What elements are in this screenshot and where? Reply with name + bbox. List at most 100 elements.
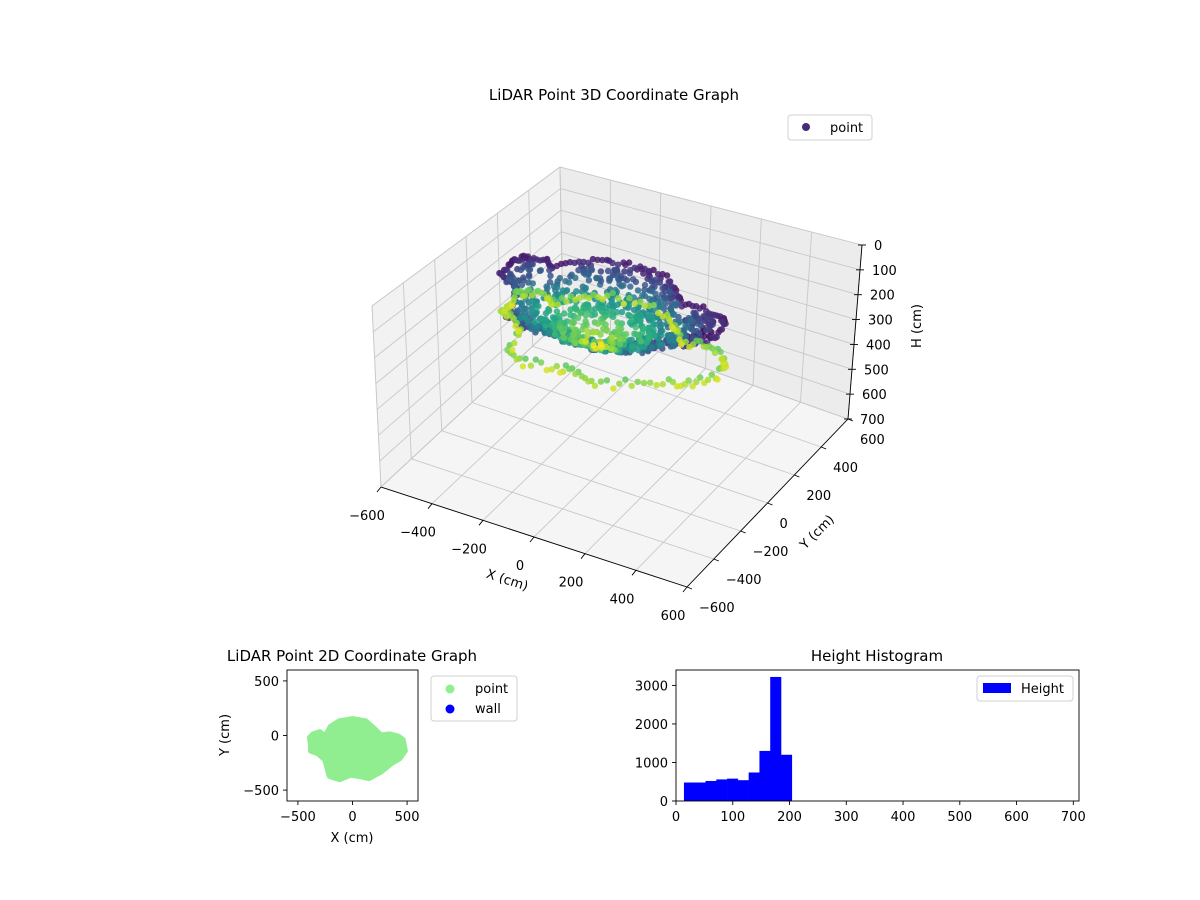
histogram-bar <box>737 780 749 801</box>
cloud-point <box>569 318 576 325</box>
cloud-point <box>585 259 592 266</box>
cloud-point <box>676 336 683 343</box>
cloud-point <box>573 288 580 295</box>
cloud-point <box>588 266 596 274</box>
gridline <box>561 231 857 321</box>
gridline <box>496 213 503 375</box>
cloud-point <box>641 302 649 310</box>
gridline <box>465 236 473 403</box>
cloud-point <box>594 256 601 263</box>
cloud-point <box>625 259 633 266</box>
cloud-point <box>604 292 611 299</box>
x-tick-label-3d: 200 <box>559 576 584 591</box>
ticks-2d: −500 0 500 −500 0 500 <box>243 675 419 825</box>
cloud-point <box>645 325 653 332</box>
y-axis-label-3d: Y (cm) <box>797 512 838 553</box>
legend-label-wall-2d: wall <box>475 702 501 717</box>
y-tick-label-3d: 400 <box>833 461 858 476</box>
cloud-point <box>632 313 639 320</box>
cloud-point <box>631 300 639 307</box>
cloud-point <box>564 318 571 325</box>
point-region <box>306 716 408 783</box>
cloud-point <box>575 258 583 265</box>
cloud-point <box>659 313 666 320</box>
cloud-point <box>597 378 605 385</box>
cloud-point <box>646 313 653 320</box>
chart-title-3d: LiDAR Point 3D Coordinate Graph <box>489 86 739 104</box>
cloud-point <box>700 303 707 310</box>
cloud-point <box>590 329 597 336</box>
gridline <box>376 252 563 410</box>
legend-marker-wall-2d <box>445 704 455 714</box>
cloud-point <box>512 323 519 330</box>
cloud-point <box>645 335 652 342</box>
cloud-point <box>614 319 621 326</box>
cloud-point <box>574 331 582 338</box>
cloud-point <box>507 270 514 278</box>
legend-3d: point <box>787 114 873 141</box>
cloud-point <box>658 321 665 328</box>
x-tick-3d <box>376 486 382 493</box>
cloud-point <box>565 279 573 286</box>
cloud-point <box>532 356 539 363</box>
cloud-point <box>515 277 522 284</box>
y-tick-3d <box>686 586 693 590</box>
cloud-point <box>520 264 527 271</box>
cloud-point <box>693 378 700 386</box>
cloud-point <box>546 278 554 286</box>
cloud-point <box>634 378 641 385</box>
cloud-point <box>628 382 635 390</box>
z-tick-label-3d: 700 <box>860 413 885 428</box>
y-tick-label-3d: −600 <box>699 601 735 616</box>
histogram-bar <box>748 772 760 801</box>
cloud-point <box>582 312 590 319</box>
cloud-point <box>609 334 616 341</box>
cloud-point <box>659 381 666 388</box>
gridline <box>559 166 863 246</box>
cloud-point <box>582 285 589 293</box>
cloud-point <box>519 363 527 370</box>
cloud-point <box>583 265 590 272</box>
x-tick-3d <box>631 570 637 576</box>
cloud-point <box>571 327 578 334</box>
cloud-point <box>606 275 614 283</box>
cloud-point <box>634 287 642 294</box>
legend-marker-point <box>802 123 810 131</box>
cloud-point <box>567 293 574 300</box>
cloud-point <box>554 301 561 308</box>
cloud-point <box>622 376 629 383</box>
histogram-chart: Height Histogram 0 100 200 300 400 500 600 7000… <box>635 647 1086 825</box>
cloud-point <box>696 338 704 345</box>
z-axis-line <box>847 244 863 420</box>
cloud-point <box>620 282 627 289</box>
cloud-point <box>628 336 635 343</box>
z-tick-label-3d: 200 <box>870 289 895 304</box>
cloud-point <box>525 271 533 279</box>
z-tick-label-3d: 400 <box>866 338 891 353</box>
cloud-point <box>616 380 623 387</box>
cloud-point <box>637 263 644 270</box>
x-tick-label-hist: 400 <box>891 810 916 825</box>
histogram-bar <box>694 782 706 801</box>
y-tick-3d <box>740 530 746 534</box>
scatter2d-chart: LiDAR Point 2D Coordinate Graph −500 0 500… <box>218 647 518 846</box>
cloud-point <box>572 370 579 378</box>
cloud-point <box>536 267 544 274</box>
cloud-point <box>700 343 707 350</box>
cloud-point <box>542 256 550 263</box>
z-tick-label-3d: 100 <box>872 264 897 279</box>
cloud-point <box>553 308 561 315</box>
y-tick-label-3d: −400 <box>726 573 762 588</box>
z-ticks-3d: 0 100 200 300 400 500 600 700 <box>844 239 897 428</box>
cloud-point <box>637 338 645 345</box>
cloud-point <box>585 294 593 302</box>
cloud-point <box>578 373 585 380</box>
cloud-point <box>610 385 617 392</box>
chart-title-hist: Height Histogram <box>811 647 943 665</box>
cloud-point <box>637 311 644 318</box>
x-tick-label-hist: 0 <box>672 810 680 825</box>
cloud-point <box>511 339 518 347</box>
cloud-point <box>567 311 574 319</box>
x-tick-label-2d: 500 <box>395 810 420 825</box>
cloud-point <box>689 383 696 390</box>
